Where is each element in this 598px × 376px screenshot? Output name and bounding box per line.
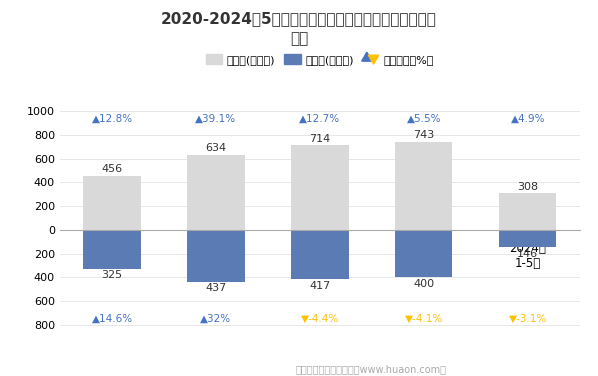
Legend: 出口额(亿美元), 进口额(亿美元), 同比增长（%）: 出口额(亿美元), 进口额(亿美元), 同比增长（%） xyxy=(202,50,438,70)
Text: 制图：华经产业研究院（www.huaon.com）: 制图：华经产业研究院（www.huaon.com） xyxy=(295,364,446,374)
Text: 400: 400 xyxy=(413,279,434,289)
Text: 325: 325 xyxy=(102,270,123,280)
Bar xyxy=(291,145,349,230)
Bar xyxy=(84,230,141,268)
Bar xyxy=(395,230,453,277)
Bar xyxy=(499,230,556,247)
Text: 308: 308 xyxy=(517,182,538,192)
Text: 634: 634 xyxy=(206,143,227,153)
Text: 417: 417 xyxy=(309,281,331,291)
Text: ▲12.8%: ▲12.8% xyxy=(91,114,133,124)
Text: ▲5.5%: ▲5.5% xyxy=(407,114,441,124)
Text: ▲39.1%: ▲39.1% xyxy=(196,114,237,124)
Text: ▼-4.1%: ▼-4.1% xyxy=(405,314,443,324)
Bar xyxy=(84,176,141,230)
Text: 146: 146 xyxy=(517,249,538,259)
Bar xyxy=(499,193,556,230)
Text: 2020-2024年5月安徽省商品收发货人所在地进、出口额
统计: 2020-2024年5月安徽省商品收发货人所在地进、出口额 统计 xyxy=(161,11,437,46)
Text: ▲12.7%: ▲12.7% xyxy=(300,114,340,124)
Text: 743: 743 xyxy=(413,130,435,140)
Text: ▼-3.1%: ▼-3.1% xyxy=(509,314,547,324)
Text: ▲4.9%: ▲4.9% xyxy=(511,114,545,124)
Bar xyxy=(187,230,245,282)
Bar xyxy=(291,230,349,279)
Bar xyxy=(395,142,453,230)
Bar xyxy=(187,155,245,230)
Text: 437: 437 xyxy=(205,283,227,293)
Text: 456: 456 xyxy=(102,164,123,174)
Text: ▼-4.4%: ▼-4.4% xyxy=(301,314,339,324)
Text: ▲14.6%: ▲14.6% xyxy=(91,314,133,324)
Text: ▲32%: ▲32% xyxy=(200,314,231,324)
Text: 714: 714 xyxy=(309,134,331,144)
